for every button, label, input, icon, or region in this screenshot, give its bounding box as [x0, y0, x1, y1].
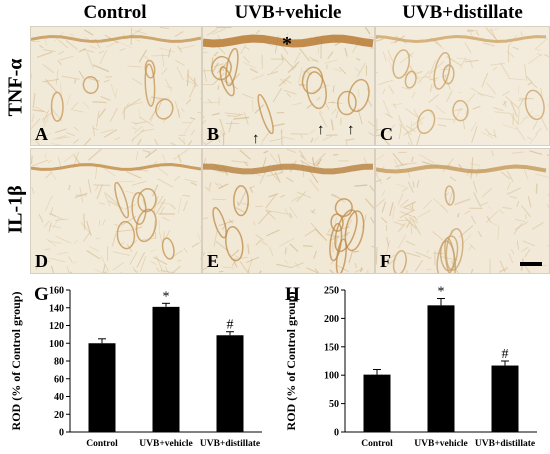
y-tick-label: 150 — [324, 342, 339, 353]
chart-label-h: H — [285, 284, 300, 305]
micrograph-f-image — [376, 149, 549, 273]
micrograph-b — [202, 26, 375, 146]
arrow-icon: ↑ — [347, 122, 355, 138]
y-axis-label: ROD (% of Control group) — [9, 292, 23, 431]
y-tick-label: 20 — [54, 410, 64, 421]
x-tick-label: Control — [86, 439, 118, 449]
significance-marker: # — [227, 318, 234, 333]
arrow-icon: ↑ — [317, 122, 325, 138]
panel-label-d: D — [35, 251, 48, 271]
x-tick-label: UVB+vehicle — [139, 439, 192, 449]
column-header-uvb-vehicle: UVB+vehicle — [234, 2, 342, 23]
y-tick-label: 200 — [324, 314, 339, 325]
bar — [491, 365, 519, 432]
arrow-icon: ↑ — [252, 131, 260, 147]
panel-label-a: A — [35, 124, 48, 144]
micrograph-e — [202, 148, 375, 274]
chart-label-g: G — [34, 284, 49, 305]
x-tick-label: UVB+distillate — [200, 439, 260, 449]
significance-marker: * — [438, 285, 445, 300]
micrograph-c-image — [376, 27, 549, 145]
y-axis-label: ROD (% of Control group) — [284, 292, 298, 431]
x-tick-label: UVB+vehicle — [414, 439, 467, 449]
y-tick-label: 250 — [324, 286, 339, 297]
column-header-uvb-distillate: UVB+distillate — [402, 2, 523, 23]
x-tick-label: Control — [361, 439, 393, 449]
y-tick-label: 160 — [49, 286, 64, 297]
bar-chart-g: ROD (% of Control group) 0 20 40 60 80 100 120 1… — [9, 286, 262, 449]
bar — [88, 343, 116, 432]
micrograph-d-image — [31, 149, 201, 273]
bar-chart-h: ROD (% of Control group) 0 50 100 150 200 250 C… — [284, 285, 537, 449]
column-header-control: Control — [83, 2, 147, 23]
panel-label-f: F — [380, 251, 391, 271]
y-tick-label: 40 — [54, 392, 64, 403]
row-label-il1: IL-1β — [4, 185, 27, 234]
bar — [152, 306, 180, 432]
y-tick-label: 140 — [49, 303, 64, 314]
micrograph-c — [375, 26, 550, 146]
micrograph-f — [375, 148, 550, 274]
x-tick-label: UVB+distillate — [475, 439, 535, 449]
micrograph-b-image — [203, 27, 374, 145]
asterisk-marker: * — [282, 33, 292, 55]
y-tick-label: 60 — [54, 374, 64, 385]
row-label-tnf: TNF-α — [4, 58, 27, 117]
significance-marker: * — [163, 289, 170, 304]
scale-bar — [520, 262, 542, 266]
panel-label-e: E — [207, 251, 220, 271]
y-tick-label: 120 — [49, 321, 64, 332]
significance-marker: # — [502, 347, 509, 362]
y-tick-label: 0 — [59, 428, 64, 439]
y-tick-label: 100 — [324, 371, 339, 382]
micrograph-a — [30, 26, 202, 146]
y-tick-label: 0 — [334, 428, 339, 439]
bar — [427, 305, 455, 432]
panel-label-b: B — [207, 124, 220, 144]
bar — [363, 374, 391, 432]
bar — [216, 335, 244, 432]
panel-label-c: C — [380, 124, 393, 144]
micrograph-e-image — [203, 149, 374, 273]
y-tick-label: 50 — [329, 399, 339, 410]
y-tick-label: 100 — [49, 339, 64, 350]
micrograph-a-image — [31, 27, 201, 145]
y-tick-label: 80 — [54, 357, 64, 368]
micrograph-d — [30, 148, 202, 274]
